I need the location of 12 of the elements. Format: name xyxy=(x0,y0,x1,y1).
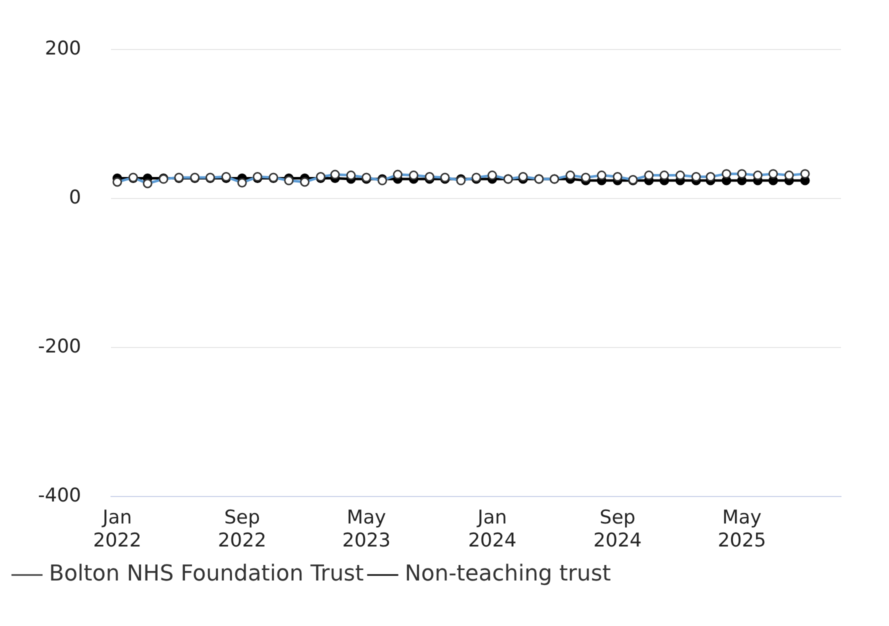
x-tick-label: Jan 2024 xyxy=(468,506,516,552)
x-tick-label: May 2025 xyxy=(718,506,766,552)
x-tick-label: Sep 2024 xyxy=(593,506,642,552)
y-tick-label: 200 xyxy=(44,37,82,60)
x-tick-label: May 2023 xyxy=(342,506,391,552)
y-tick-label: -200 xyxy=(38,335,82,358)
y-tick-label: 0 xyxy=(69,186,82,208)
x-tick-label: Sep 2022 xyxy=(218,506,266,552)
y-tick-label: -400 xyxy=(38,484,82,506)
x-tick-label: Jan 2022 xyxy=(93,506,142,552)
legend-label: Bolton NHS Foundation Trust xyxy=(49,562,364,587)
legend-label: Non-teaching trust xyxy=(404,562,612,587)
